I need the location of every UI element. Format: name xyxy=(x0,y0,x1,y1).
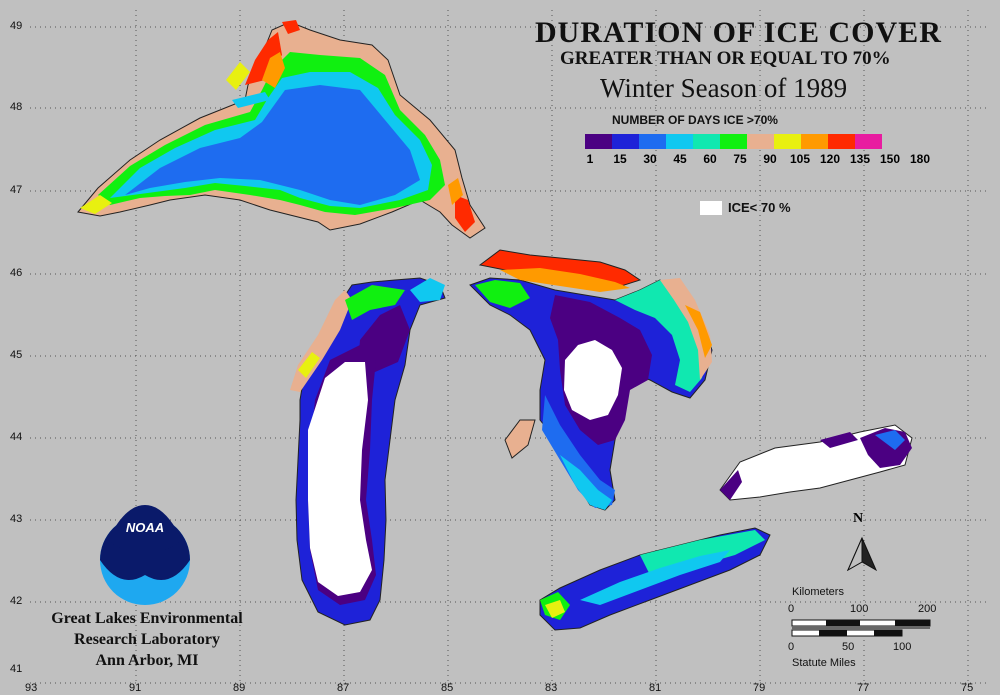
lab-credit: Great Lakes Environmental Research Labor… xyxy=(32,608,262,671)
lon-label: 87 xyxy=(337,682,350,694)
legend-tick-label: 60 xyxy=(703,152,717,166)
lon-label: 91 xyxy=(129,682,142,694)
lat-label: 49 xyxy=(10,20,23,32)
legend-swatch xyxy=(747,134,774,149)
legend-tick-label: 15 xyxy=(613,152,627,166)
lab-line-2: Research Laboratory xyxy=(74,631,220,648)
scale-km-tick: 100 xyxy=(850,603,869,615)
map-title: DURATION OF ICE COVER xyxy=(535,16,942,49)
ice-below-label: ICE< 70 % xyxy=(728,200,791,215)
lake-huron xyxy=(469,277,713,511)
lab-line-3: Ann Arbor, MI xyxy=(95,652,199,669)
lon-label: 83 xyxy=(545,682,558,694)
legend-swatch xyxy=(612,134,639,149)
legend-tick-label: 150 xyxy=(879,152,901,166)
north-arrow xyxy=(846,536,878,572)
legend-tick-label: 90 xyxy=(763,152,777,166)
legend-tick-label: 180 xyxy=(909,152,931,166)
scale-km-tick: 200 xyxy=(918,603,937,615)
legend-tick-label: 1 xyxy=(586,152,594,166)
scale-mi-tick: 0 xyxy=(788,641,795,653)
legend-swatch xyxy=(855,134,882,149)
lat-label: 41 xyxy=(10,663,23,675)
noaa-logo xyxy=(100,505,190,605)
scale-mi-label: Statute Miles xyxy=(792,657,856,669)
legend-tick-label: 45 xyxy=(673,152,687,166)
legend-swatch xyxy=(828,134,855,149)
lon-label: 75 xyxy=(961,682,974,694)
scale-km-tick: 0 xyxy=(788,603,795,615)
legend-tick-label: 120 xyxy=(819,152,841,166)
map-season: Winter Season of 1989 xyxy=(600,73,848,103)
lab-line-1: Great Lakes Environmental xyxy=(51,610,243,627)
ice-below-swatch xyxy=(700,200,722,215)
ice-below-legend: ICE< 70 % xyxy=(700,200,791,215)
legend-swatch xyxy=(693,134,720,149)
lon-label: 77 xyxy=(857,682,870,694)
legend-tick-label: 105 xyxy=(789,152,811,166)
lat-label: 47 xyxy=(10,184,23,196)
legend-tick-label: 30 xyxy=(643,152,657,166)
lat-label: 42 xyxy=(10,595,23,607)
lon-label: 79 xyxy=(753,682,766,694)
lat-label: 46 xyxy=(10,267,23,279)
legend-color-bar xyxy=(585,134,882,149)
legend-tick-label: 75 xyxy=(733,152,747,166)
lat-label: 44 xyxy=(10,431,23,443)
legend-swatch xyxy=(720,134,747,149)
legend-ticks: 1 15 30 45 60 75 90 105 120 135 150 180 xyxy=(575,152,955,168)
lat-label: 45 xyxy=(10,349,23,361)
legend-swatch xyxy=(774,134,801,149)
lon-label: 81 xyxy=(649,682,662,694)
legend-swatch xyxy=(801,134,828,149)
scale-mi-tick: 100 xyxy=(893,641,912,653)
north-label: N xyxy=(853,511,864,526)
lake-erie xyxy=(539,527,771,631)
legend-title: NUMBER OF DAYS ICE >70% xyxy=(612,113,778,127)
lake-superior xyxy=(77,20,486,239)
legend-swatch xyxy=(666,134,693,149)
lon-label: 93 xyxy=(25,682,38,694)
map-subtitle: GREATER THAN OR EQUAL TO 70% xyxy=(560,48,891,69)
north-channel xyxy=(478,249,642,292)
scale-bar xyxy=(791,619,931,637)
legend-tick-label: 135 xyxy=(849,152,871,166)
lon-label: 85 xyxy=(441,682,454,694)
legend-swatch xyxy=(585,134,612,149)
noaa-label: NOAA xyxy=(126,520,164,535)
scale-mi-tick: 50 xyxy=(842,641,855,653)
legend-swatch xyxy=(639,134,666,149)
lake-michigan xyxy=(290,277,446,626)
lat-label: 43 xyxy=(10,513,23,525)
lon-label: 89 xyxy=(233,682,246,694)
lat-label: 48 xyxy=(10,101,23,113)
scale-km-label: Kilometers xyxy=(792,586,844,598)
lake-ontario xyxy=(719,424,913,501)
